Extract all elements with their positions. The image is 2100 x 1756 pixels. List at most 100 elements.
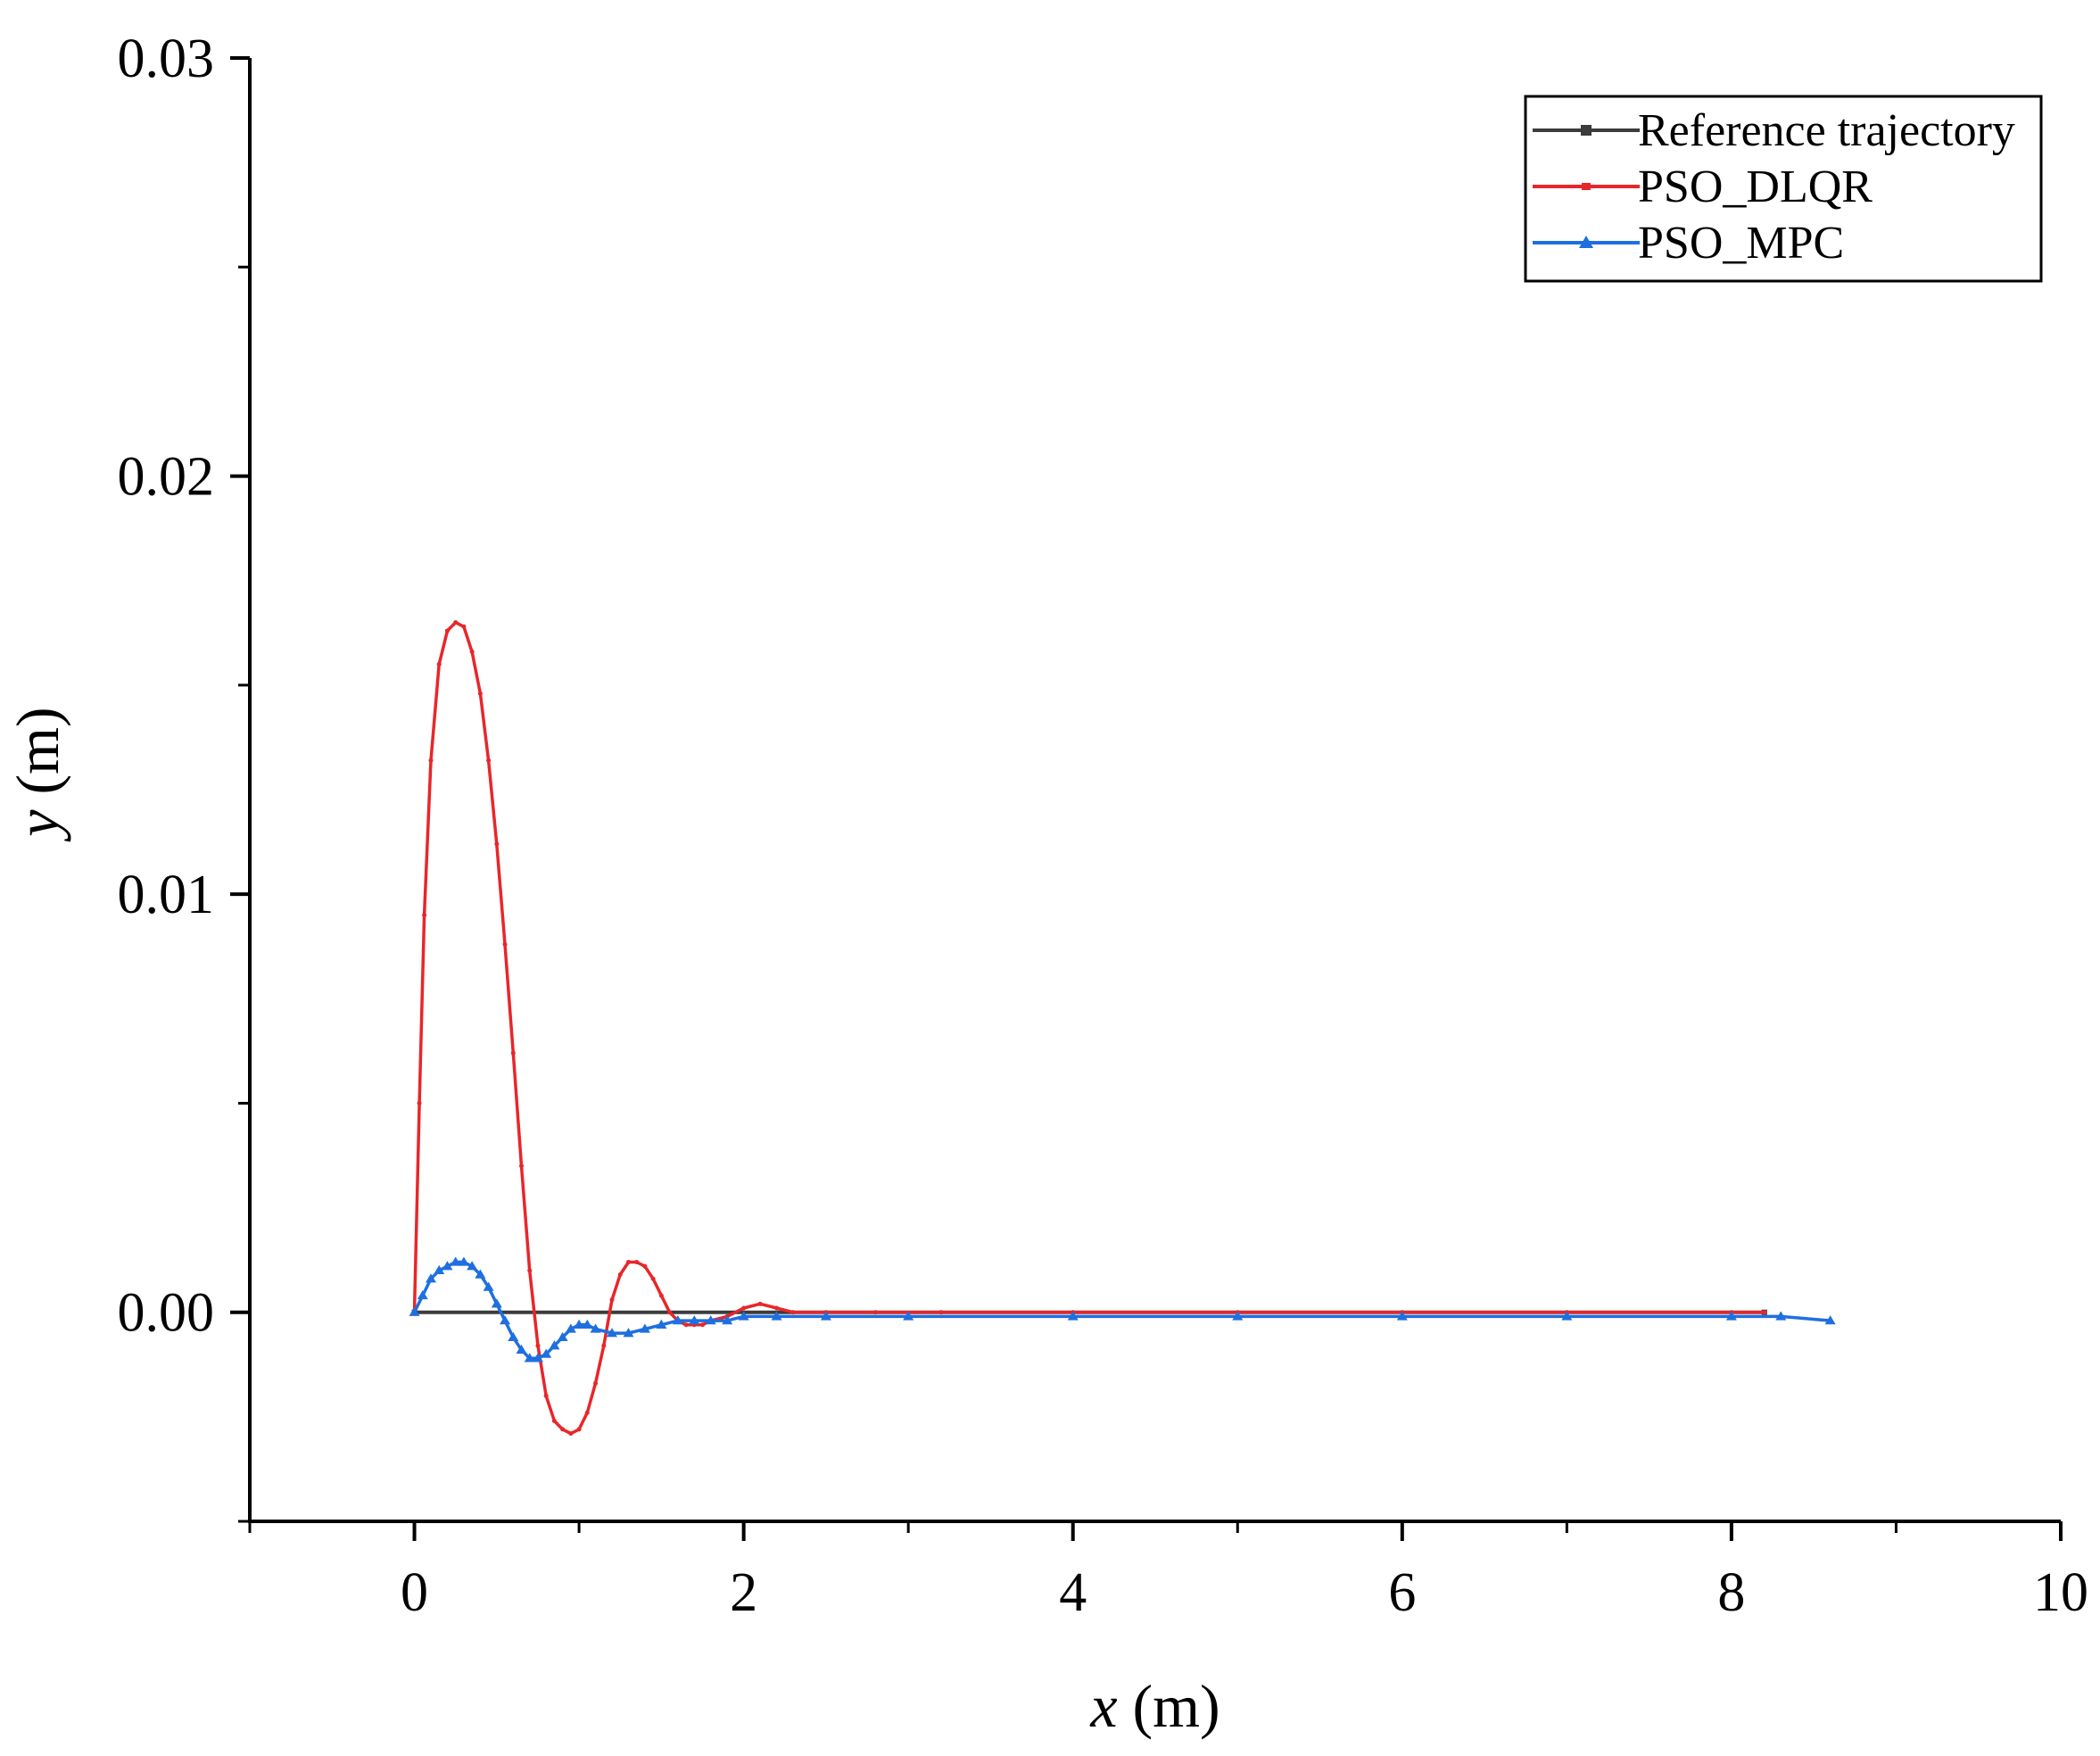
series-point-1 [535,1343,541,1348]
series-point-1 [436,661,442,667]
series-point-1 [774,1305,780,1311]
series-point-1 [593,1380,599,1386]
x-tick-label: 6 [1388,1562,1416,1623]
series-point-2 [1561,1311,1573,1321]
legend-box [1524,95,2043,283]
x-tick-label: 2 [730,1562,757,1623]
series-layer [409,620,1836,1437]
y-axis-title: y (m) [4,707,71,841]
series-point-1 [609,1297,615,1303]
series-point-2 [771,1311,782,1321]
legend-label-0: Reference trajectory [1638,105,2015,156]
y-tick-label: 0.02 [118,447,215,508]
series-point-2 [820,1311,831,1321]
series-point-2 [417,1289,428,1300]
series-point-2 [565,1323,576,1333]
series-point-1 [650,1276,656,1281]
y-axis-unit: (m) [4,707,71,794]
series-point-2 [582,1319,593,1329]
series-point-1 [469,649,475,654]
y-tick-label: 0.00 [118,1283,215,1344]
series-point-2 [574,1319,585,1329]
series-point-1 [417,1100,422,1106]
series-point-1 [560,1427,566,1432]
legend-marker-0 [1581,125,1592,136]
legend-label-1: PSO_DLQR [1638,162,1873,212]
legend-items: Reference trajectory PSO_DLQR PSO_MPC [1533,105,2015,269]
series-point-2 [491,1298,502,1308]
legend-marker-1 [1582,183,1591,190]
series-point-2 [1725,1311,1737,1321]
legend: Reference trajectory PSO_DLQR PSO_MPC [1524,95,2043,283]
y-axis-var: y [4,809,71,842]
series-point-2 [532,1353,543,1363]
series-point-1 [938,1310,944,1315]
series-point-1 [1762,1310,1767,1315]
series-point-2 [508,1331,519,1342]
series-point-2 [722,1315,733,1325]
series-point-1 [741,1305,747,1311]
series-point-2 [590,1323,601,1333]
series-point-1 [510,1050,516,1056]
series-point-2 [549,1340,560,1350]
series-point-1 [576,1427,582,1432]
series-line-2 [412,1260,1831,1361]
series-point-1 [625,1259,631,1264]
legend-marker-2 [1579,236,1593,248]
series-point-2 [557,1331,568,1342]
series-point-2 [500,1315,511,1325]
x-tick-label: 8 [1717,1562,1745,1623]
series-point-1 [422,913,427,918]
series-point-1 [642,1263,648,1269]
series-point-1 [667,1310,673,1315]
series-point-2 [623,1328,634,1338]
series-point-1 [444,628,450,634]
series-point-2 [524,1353,535,1363]
series-point-2 [639,1323,650,1333]
series-point-2 [442,1261,453,1271]
series-point-2 [483,1281,494,1291]
series-point-1 [527,1268,533,1273]
series-point-1 [486,758,492,763]
series-point-1 [584,1410,590,1415]
series-point-2 [689,1315,700,1325]
x-tick-label: 0 [401,1562,428,1623]
series-point-2 [705,1315,716,1325]
series-point-1 [757,1301,763,1306]
series-point-1 [601,1343,607,1348]
x-tick-label: 10 [2033,1562,2088,1623]
series-point-2 [434,1264,445,1275]
series-point-2 [541,1348,552,1358]
series-point-2 [458,1256,469,1266]
series-point-2 [903,1311,914,1321]
x-axis-unit: (m) [1133,1672,1220,1740]
series-point-1 [461,624,467,629]
series-point-1 [453,620,459,625]
series-point-1 [617,1272,623,1278]
ticks-layer: 0 2 4 6 8 10 0.00 0.01 0.02 0.03 [118,29,2089,1623]
series-point-2 [1824,1315,1836,1325]
x-tick-label: 4 [1059,1562,1087,1623]
x-axis-var: x [1089,1672,1117,1740]
series-point-2 [1775,1311,1787,1321]
series-point-1 [634,1259,640,1264]
series-point-1 [477,691,483,696]
series-point-1 [502,941,508,947]
series-point-2 [516,1344,527,1354]
y-tick-label: 0.03 [118,29,215,89]
series-point-2 [450,1256,461,1266]
series-point-2 [738,1311,749,1321]
axes-layer [248,58,2061,1523]
series-point-1 [872,1310,878,1315]
series-point-1 [700,1322,705,1328]
series-point-2 [1396,1311,1408,1321]
series-point-1 [519,1164,524,1169]
series-point-1 [428,758,434,763]
series-point-1 [494,841,500,847]
series-point-2 [475,1269,486,1279]
series-point-2 [672,1315,683,1325]
series-point-2 [656,1319,667,1329]
legend-label-2: PSO_MPC [1638,218,1844,269]
